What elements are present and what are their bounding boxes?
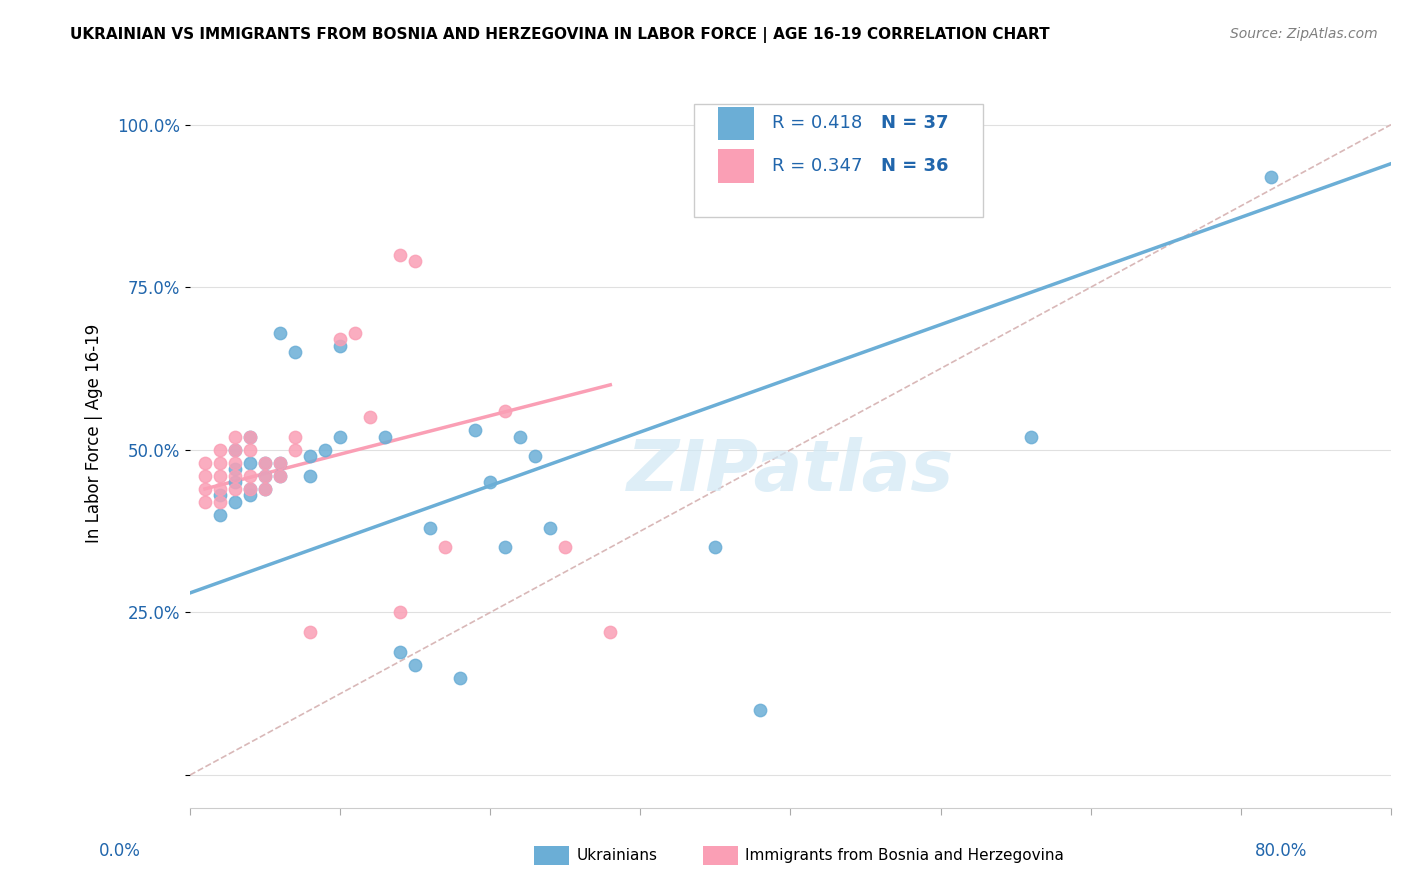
Point — [269, 456, 291, 470]
Point — [269, 456, 291, 470]
Text: Source: ZipAtlas.com: Source: ZipAtlas.com — [1230, 27, 1378, 41]
FancyBboxPatch shape — [695, 104, 983, 217]
Point — [194, 495, 217, 509]
Point — [434, 541, 457, 555]
Point — [239, 430, 262, 444]
Point — [298, 450, 321, 464]
Point — [253, 482, 276, 496]
Point — [374, 430, 396, 444]
Point — [253, 456, 276, 470]
Text: N = 36: N = 36 — [880, 157, 948, 175]
Point — [239, 469, 262, 483]
Point — [298, 469, 321, 483]
Point — [524, 450, 547, 464]
Point — [224, 462, 246, 476]
Point — [239, 482, 262, 496]
Point — [479, 475, 502, 490]
Point — [269, 469, 291, 483]
Point — [208, 442, 231, 457]
Point — [208, 495, 231, 509]
Point — [298, 625, 321, 640]
Point — [329, 430, 352, 444]
Point — [194, 456, 217, 470]
Y-axis label: In Labor Force | Age 16-19: In Labor Force | Age 16-19 — [86, 324, 103, 543]
Point — [404, 254, 426, 268]
Point — [253, 456, 276, 470]
Point — [269, 326, 291, 340]
Point — [208, 482, 231, 496]
FancyBboxPatch shape — [718, 107, 755, 140]
Point — [749, 703, 772, 717]
FancyBboxPatch shape — [718, 149, 755, 183]
Point — [208, 508, 231, 522]
Text: R = 0.418: R = 0.418 — [772, 114, 863, 132]
Point — [554, 541, 576, 555]
Point — [253, 469, 276, 483]
Point — [284, 345, 307, 359]
Point — [538, 521, 561, 535]
Point — [253, 482, 276, 496]
Point — [389, 606, 412, 620]
Point — [224, 442, 246, 457]
Point — [314, 442, 336, 457]
Point — [239, 456, 262, 470]
Point — [389, 644, 412, 658]
Point — [419, 521, 441, 535]
Point — [194, 469, 217, 483]
Point — [284, 442, 307, 457]
Text: ZIPatlas: ZIPatlas — [627, 436, 955, 506]
Point — [224, 475, 246, 490]
Point — [704, 541, 727, 555]
Point — [224, 482, 246, 496]
Point — [239, 442, 262, 457]
Point — [253, 469, 276, 483]
Text: 0.0%: 0.0% — [98, 842, 141, 860]
Point — [344, 326, 367, 340]
Text: Ukrainians: Ukrainians — [576, 848, 658, 863]
Point — [329, 339, 352, 353]
Point — [1260, 169, 1282, 184]
Point — [509, 430, 531, 444]
Point — [404, 657, 426, 672]
Point — [599, 625, 621, 640]
Point — [284, 430, 307, 444]
Point — [464, 423, 486, 437]
Point — [224, 469, 246, 483]
Point — [208, 469, 231, 483]
Point — [208, 488, 231, 502]
Point — [389, 248, 412, 262]
Point — [224, 430, 246, 444]
Point — [224, 442, 246, 457]
Point — [494, 541, 516, 555]
Point — [359, 410, 381, 425]
Point — [194, 482, 217, 496]
Point — [269, 469, 291, 483]
Point — [329, 332, 352, 346]
Point — [224, 456, 246, 470]
Point — [239, 482, 262, 496]
Text: 80.0%: 80.0% — [1256, 842, 1308, 860]
Text: Immigrants from Bosnia and Herzegovina: Immigrants from Bosnia and Herzegovina — [745, 848, 1064, 863]
Text: R = 0.347: R = 0.347 — [772, 157, 863, 175]
Point — [449, 671, 471, 685]
Point — [494, 404, 516, 418]
Point — [208, 456, 231, 470]
Point — [224, 495, 246, 509]
Text: N = 37: N = 37 — [880, 114, 948, 132]
Point — [239, 430, 262, 444]
Point — [1019, 430, 1042, 444]
Text: UKRAINIAN VS IMMIGRANTS FROM BOSNIA AND HERZEGOVINA IN LABOR FORCE | AGE 16-19 C: UKRAINIAN VS IMMIGRANTS FROM BOSNIA AND … — [70, 27, 1050, 43]
Point — [239, 488, 262, 502]
